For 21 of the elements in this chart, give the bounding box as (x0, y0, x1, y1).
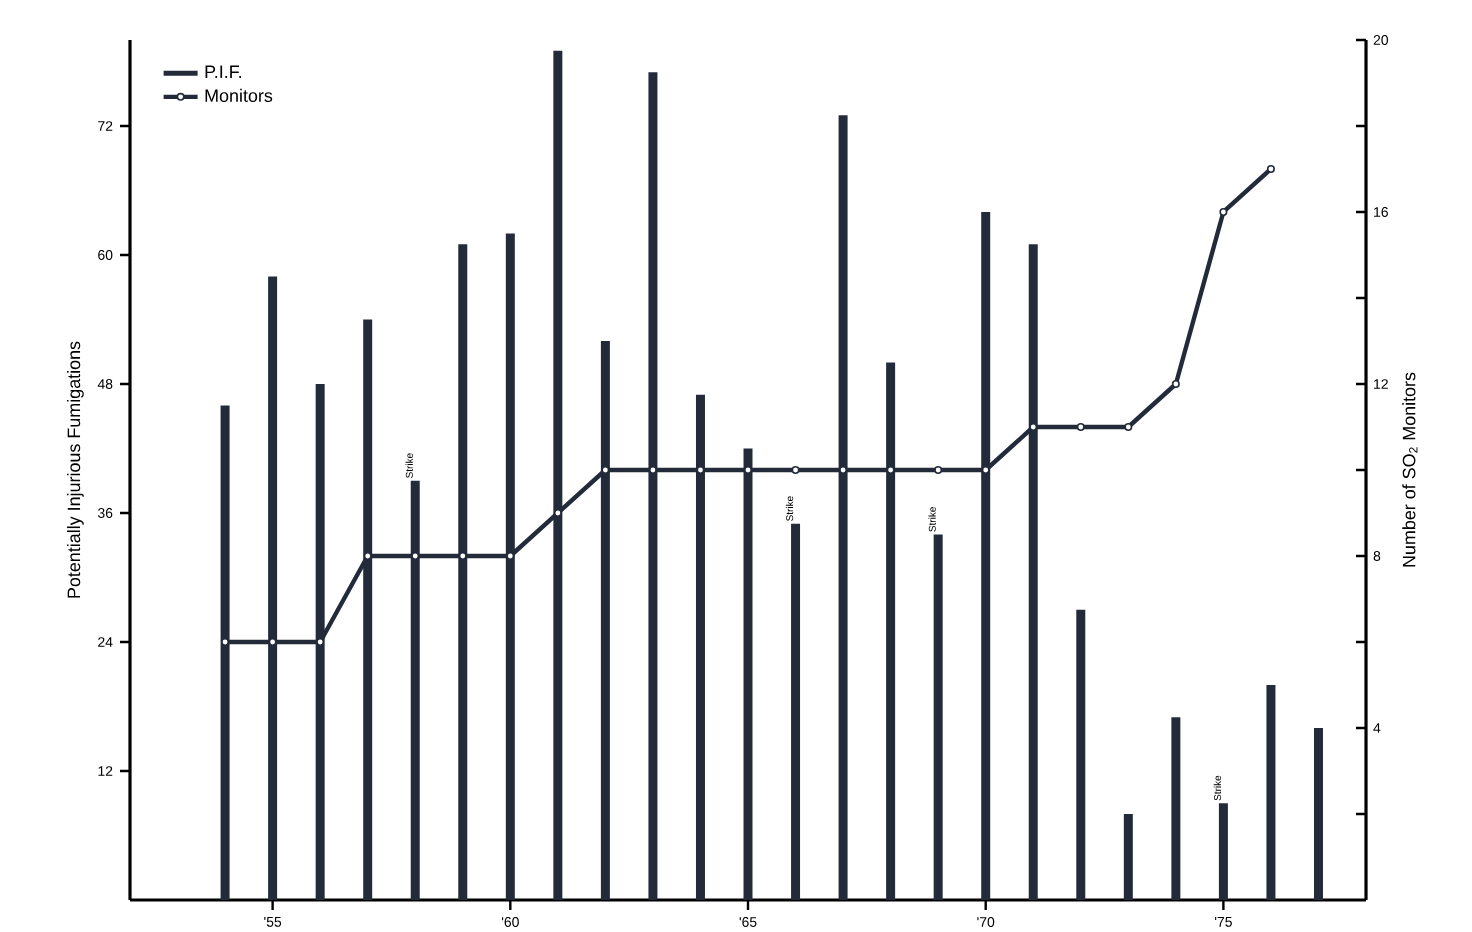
bar (791, 523, 801, 900)
y-axis-title: Potentially Injurious Fumigations (67, 341, 84, 598)
point (316, 638, 325, 646)
point (1266, 165, 1275, 173)
point (934, 466, 943, 474)
bar (1123, 814, 1133, 900)
bar (1171, 717, 1181, 900)
bar (1313, 728, 1323, 900)
bar (1076, 609, 1086, 900)
bar (1218, 803, 1228, 900)
point (1219, 208, 1228, 216)
point (791, 466, 800, 474)
point (1124, 423, 1133, 431)
bar (933, 534, 943, 900)
legend-label: Monitors (205, 88, 273, 103)
y2-axis-title: Number of SO$_{2}$ Monitors (1402, 372, 1418, 567)
point (1076, 423, 1085, 431)
point (1171, 380, 1180, 388)
legend-label: P.I.F. (205, 65, 242, 78)
point (553, 509, 562, 517)
bar (1266, 685, 1276, 900)
